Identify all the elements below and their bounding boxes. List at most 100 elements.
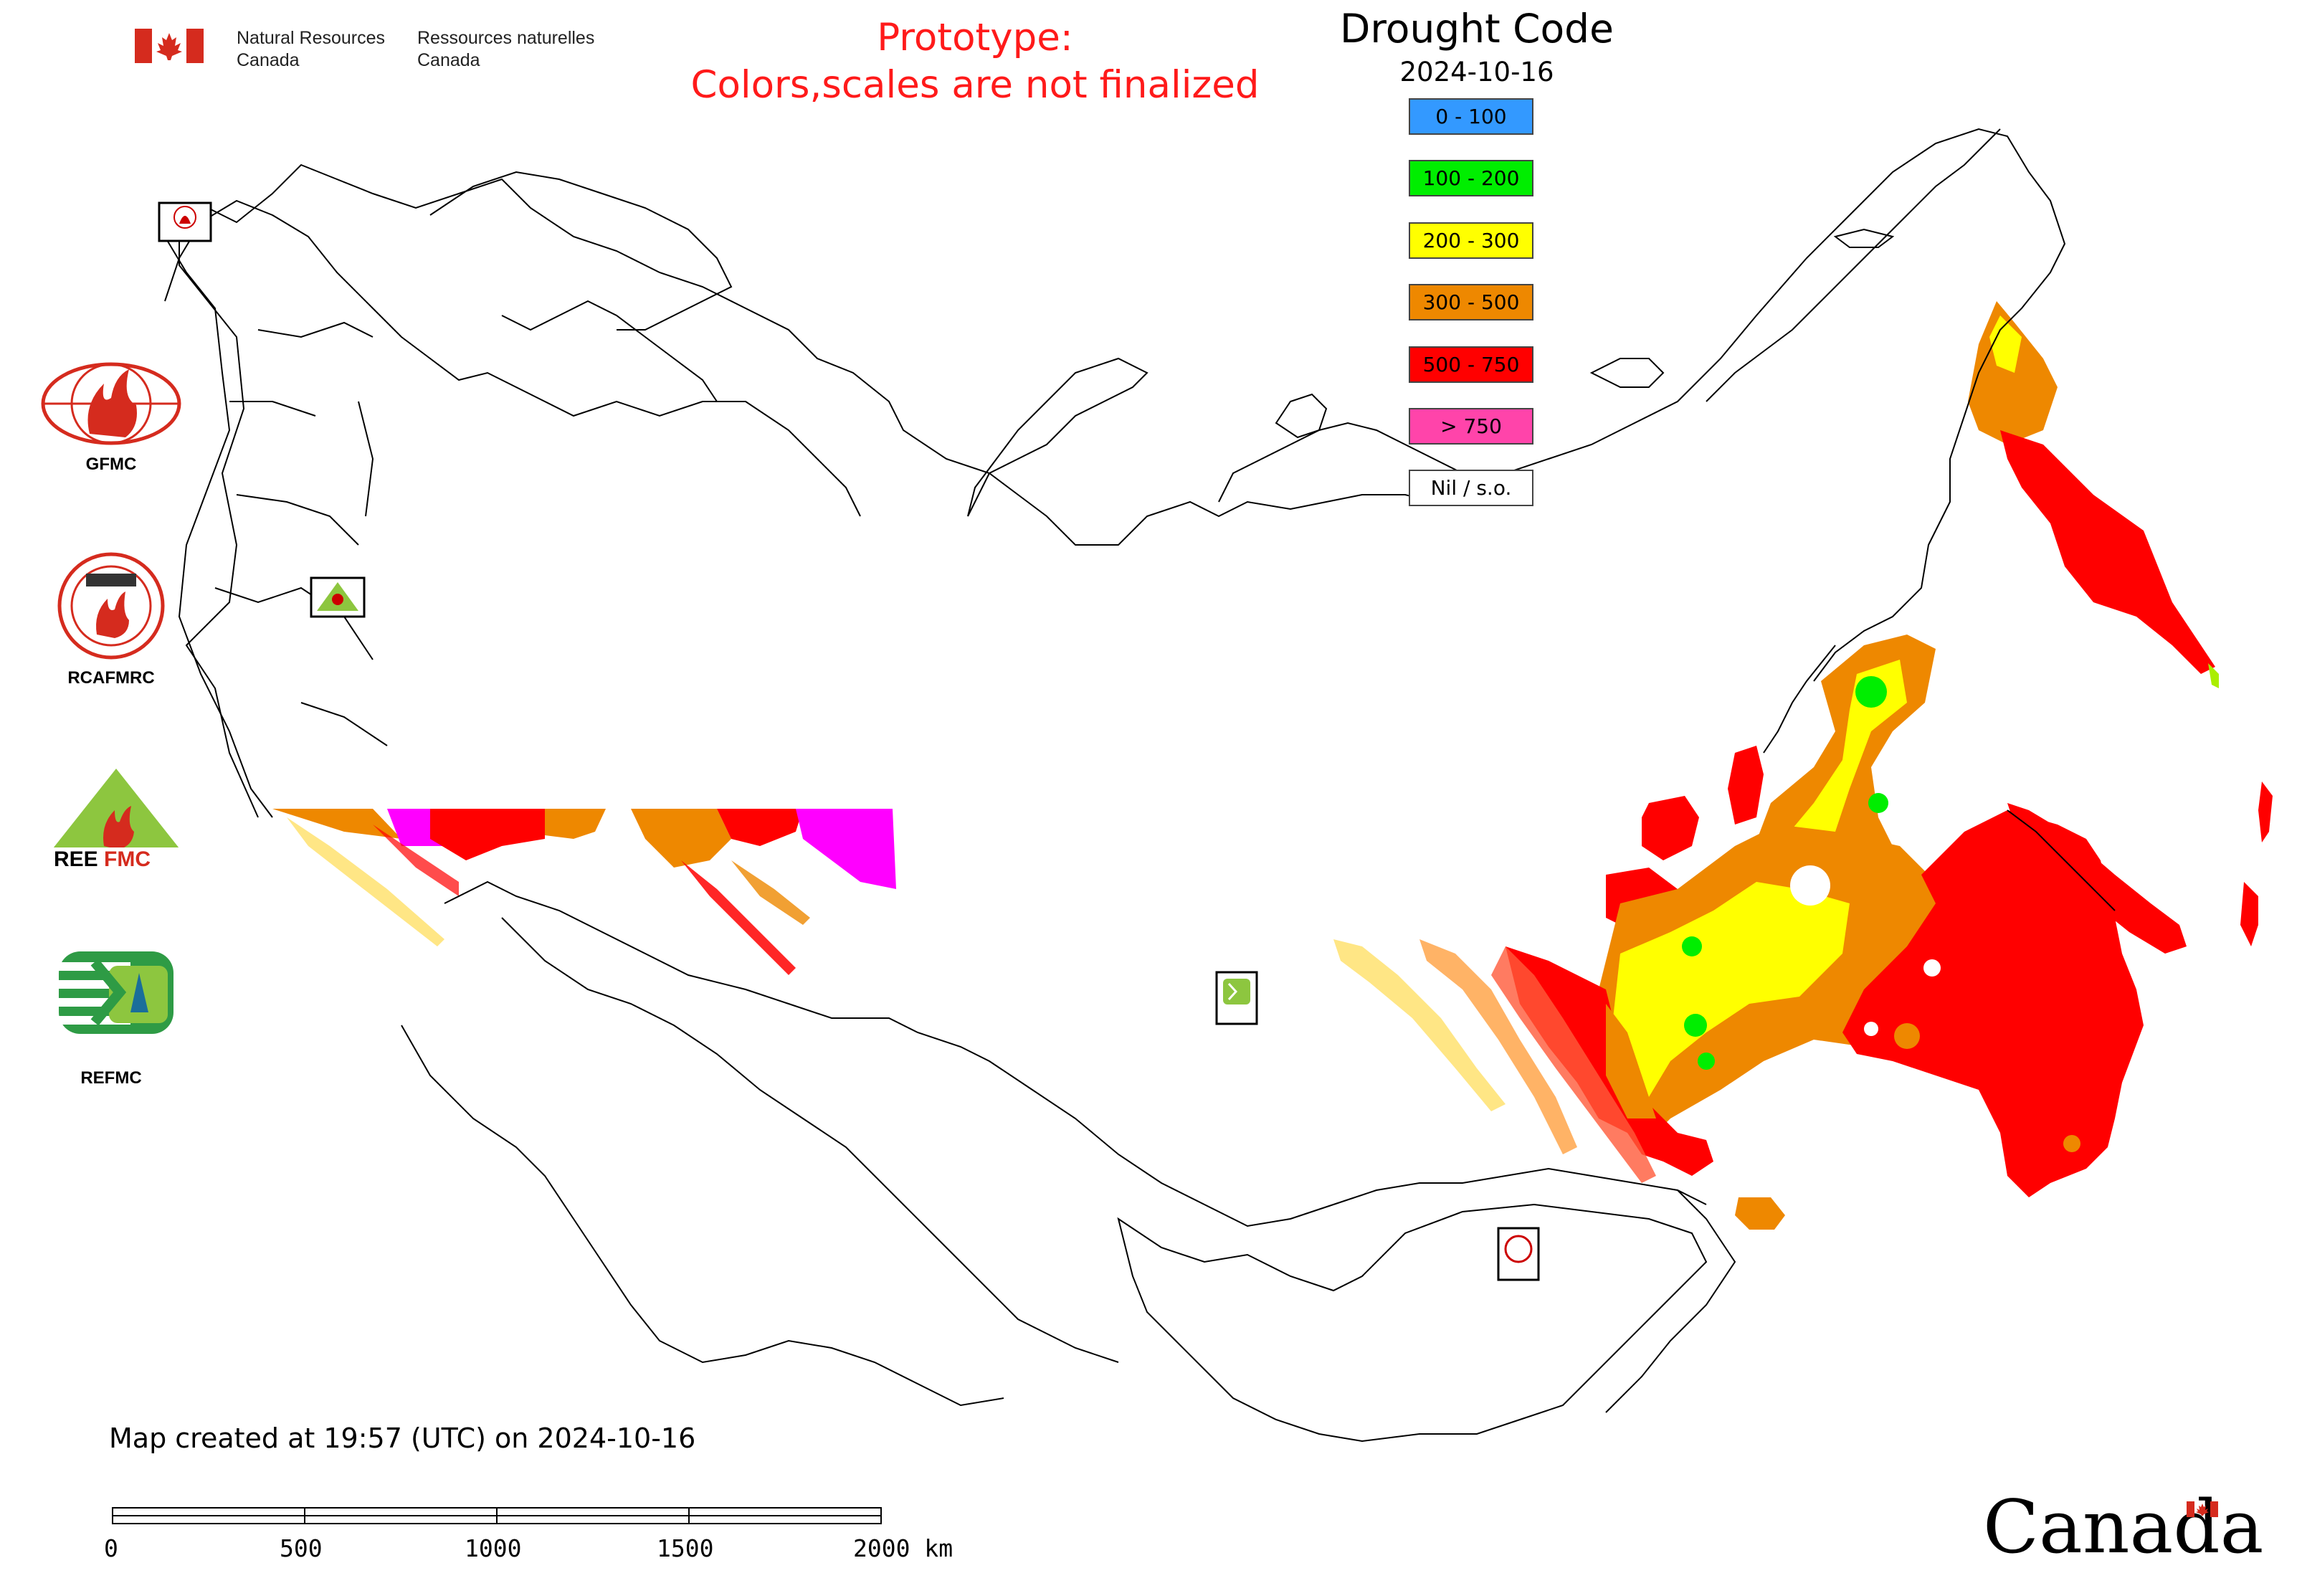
gfmc-label: GFMC — [85, 455, 137, 474]
zone-central-green-2 — [1684, 1014, 1707, 1037]
zone-islands-red-2 — [2240, 882, 2258, 946]
refmc-emblem-icon — [59, 951, 173, 1034]
zone-central-green-1 — [1682, 936, 1702, 956]
org-en-line1: Natural Resources — [237, 28, 386, 48]
legend-label: > 750 — [1440, 414, 1502, 438]
zone-yakutia-red-a — [1642, 796, 1699, 860]
zone-kamchatka-yellow — [1989, 315, 2022, 373]
zone-khab-orange-dot — [1894, 1023, 1920, 1049]
chukotka-coast — [1706, 128, 2001, 402]
zone-khab-orange-dot-2 — [2063, 1135, 2080, 1152]
china-north — [1605, 1189, 1736, 1413]
legend-item: 500 - 750 — [1409, 346, 1533, 383]
canada-wordmark-flag-icon — [2187, 1501, 2218, 1520]
gfmc-emblem-icon — [41, 362, 181, 445]
legend-item: 300 - 500 — [1409, 284, 1533, 320]
russia-south-border — [444, 880, 1707, 1227]
zone-central-white — [1790, 865, 1830, 906]
prototype-notice-line1: Prototype: — [877, 16, 1073, 60]
zone-central-band-magenta — [796, 809, 896, 889]
legend-label: 200 - 300 — [1422, 229, 1520, 252]
zone-khabarovsk-red — [1842, 810, 2144, 1197]
zone-central-yellow — [1613, 882, 1850, 1097]
russia-outline — [179, 128, 2066, 818]
zone-khab-white-1 — [1923, 959, 1941, 977]
org-name-english: Natural Resources Canada — [237, 27, 385, 72]
rcafmrc-label: RCAFMRC — [67, 668, 155, 688]
canada-wordmark-text: Canada — [1983, 1485, 2264, 1570]
novaya-zemlya — [967, 357, 1148, 517]
legend-label: 300 - 500 — [1422, 290, 1520, 314]
boundaries — [164, 128, 2116, 1443]
scale-bar — [112, 1507, 882, 1524]
zone-sakhalin-red — [2007, 803, 2187, 954]
zone-primorye-orange — [1735, 1197, 1785, 1230]
zone-west-band-orange-2 — [545, 809, 606, 839]
taimyr-coast — [1218, 422, 1492, 503]
zone-west-band-orange — [272, 809, 401, 839]
severnaya-zemlya — [1275, 393, 1328, 439]
zone-kamchatka-red — [2000, 430, 2215, 674]
zone-central-band-red — [717, 809, 803, 846]
zone-siberia-red-streaks — [1491, 946, 1656, 1183]
reefmc-logo: REE FMC — [39, 767, 194, 878]
scale-label-1500: 1500 — [657, 1534, 714, 1562]
legend-item: Nil / s.o. — [1409, 470, 1533, 506]
map-logo-reefmc — [310, 576, 366, 618]
zone-yakutia-red-b — [1728, 746, 1764, 825]
reefmc-emblem-icon: REE FMC — [42, 769, 190, 871]
org-name-french: Ressources naturelles Canada — [417, 27, 594, 72]
gfmc-logo — [39, 362, 183, 451]
zone-amur-green — [1698, 1053, 1715, 1070]
zone-siberia-orange-streaks — [1419, 939, 1577, 1154]
kola-peninsula — [429, 171, 733, 331]
new-siberian-islands — [1589, 358, 1665, 388]
rcafmrc-emblem-icon — [57, 552, 165, 660]
zone-magadan-green-2 — [1868, 793, 1888, 813]
map-logo-gfmc — [158, 201, 212, 242]
zone-kamchatka-tip — [2208, 663, 2219, 688]
central-asia-south — [401, 1025, 1004, 1407]
map-created-timestamp: Map created at 19:57 (UTC) on 2024-10-16 — [109, 1422, 696, 1454]
canada-flag-icon — [135, 29, 204, 63]
legend-item: 100 - 200 — [1409, 160, 1533, 196]
rcafmrc-logo — [57, 552, 165, 662]
legend-item: 200 - 300 — [1409, 222, 1533, 259]
canada-wordmark: Canada — [1983, 1488, 2263, 1567]
svg-text:REE: REE — [54, 847, 98, 871]
zone-kamchatka-orange — [1968, 301, 2058, 445]
svg-text:FMC: FMC — [104, 847, 151, 871]
zone-islands-red — [2258, 782, 2273, 842]
scale-label-2000: 2000 km — [853, 1534, 953, 1562]
scale-label-1000: 1000 — [465, 1534, 522, 1562]
map-logo-rcafmrc — [1497, 1227, 1540, 1281]
refmc-label: REFMC — [80, 1068, 142, 1088]
org-en-line2: Canada — [237, 50, 300, 70]
map-logo-refmc — [1215, 971, 1258, 1025]
legend-label: 500 - 750 — [1422, 353, 1520, 376]
map-title: Drought Code — [1340, 6, 1614, 52]
sakhalin-outline — [2007, 809, 2116, 911]
kazakhstan-outline — [501, 917, 1119, 1363]
zone-magadan-green-1 — [1855, 676, 1887, 708]
europe-countries — [214, 321, 388, 746]
refmc-logo — [59, 948, 173, 1040]
zone-central-band-orange — [631, 809, 731, 868]
zone-west-streak-yellow — [287, 817, 444, 946]
legend-item: > 750 — [1409, 408, 1533, 445]
map-date: 2024-10-16 — [1399, 57, 1554, 87]
prototype-notice: Prototype: Colors,scales are not finaliz… — [617, 14, 1333, 109]
drought-zones — [272, 301, 2273, 1230]
zone-west-streak-red — [373, 825, 459, 896]
org-fr-line1: Ressources naturelles — [417, 28, 595, 48]
zone-amur-white — [1684, 1107, 1707, 1130]
zone-khab-white-2 — [1864, 1022, 1878, 1036]
legend-label: 0 - 100 — [1435, 105, 1507, 128]
wrangel-island — [1833, 228, 1895, 248]
scale-label-500: 500 — [280, 1534, 323, 1562]
scandinavia-outline — [164, 199, 861, 517]
prototype-notice-line2: Colors,scales are not finalized — [690, 63, 1260, 107]
zone-amur-orange — [1606, 1004, 1656, 1118]
zone-central-streak-orange — [731, 860, 810, 925]
zone-central-streak-red — [681, 860, 796, 975]
